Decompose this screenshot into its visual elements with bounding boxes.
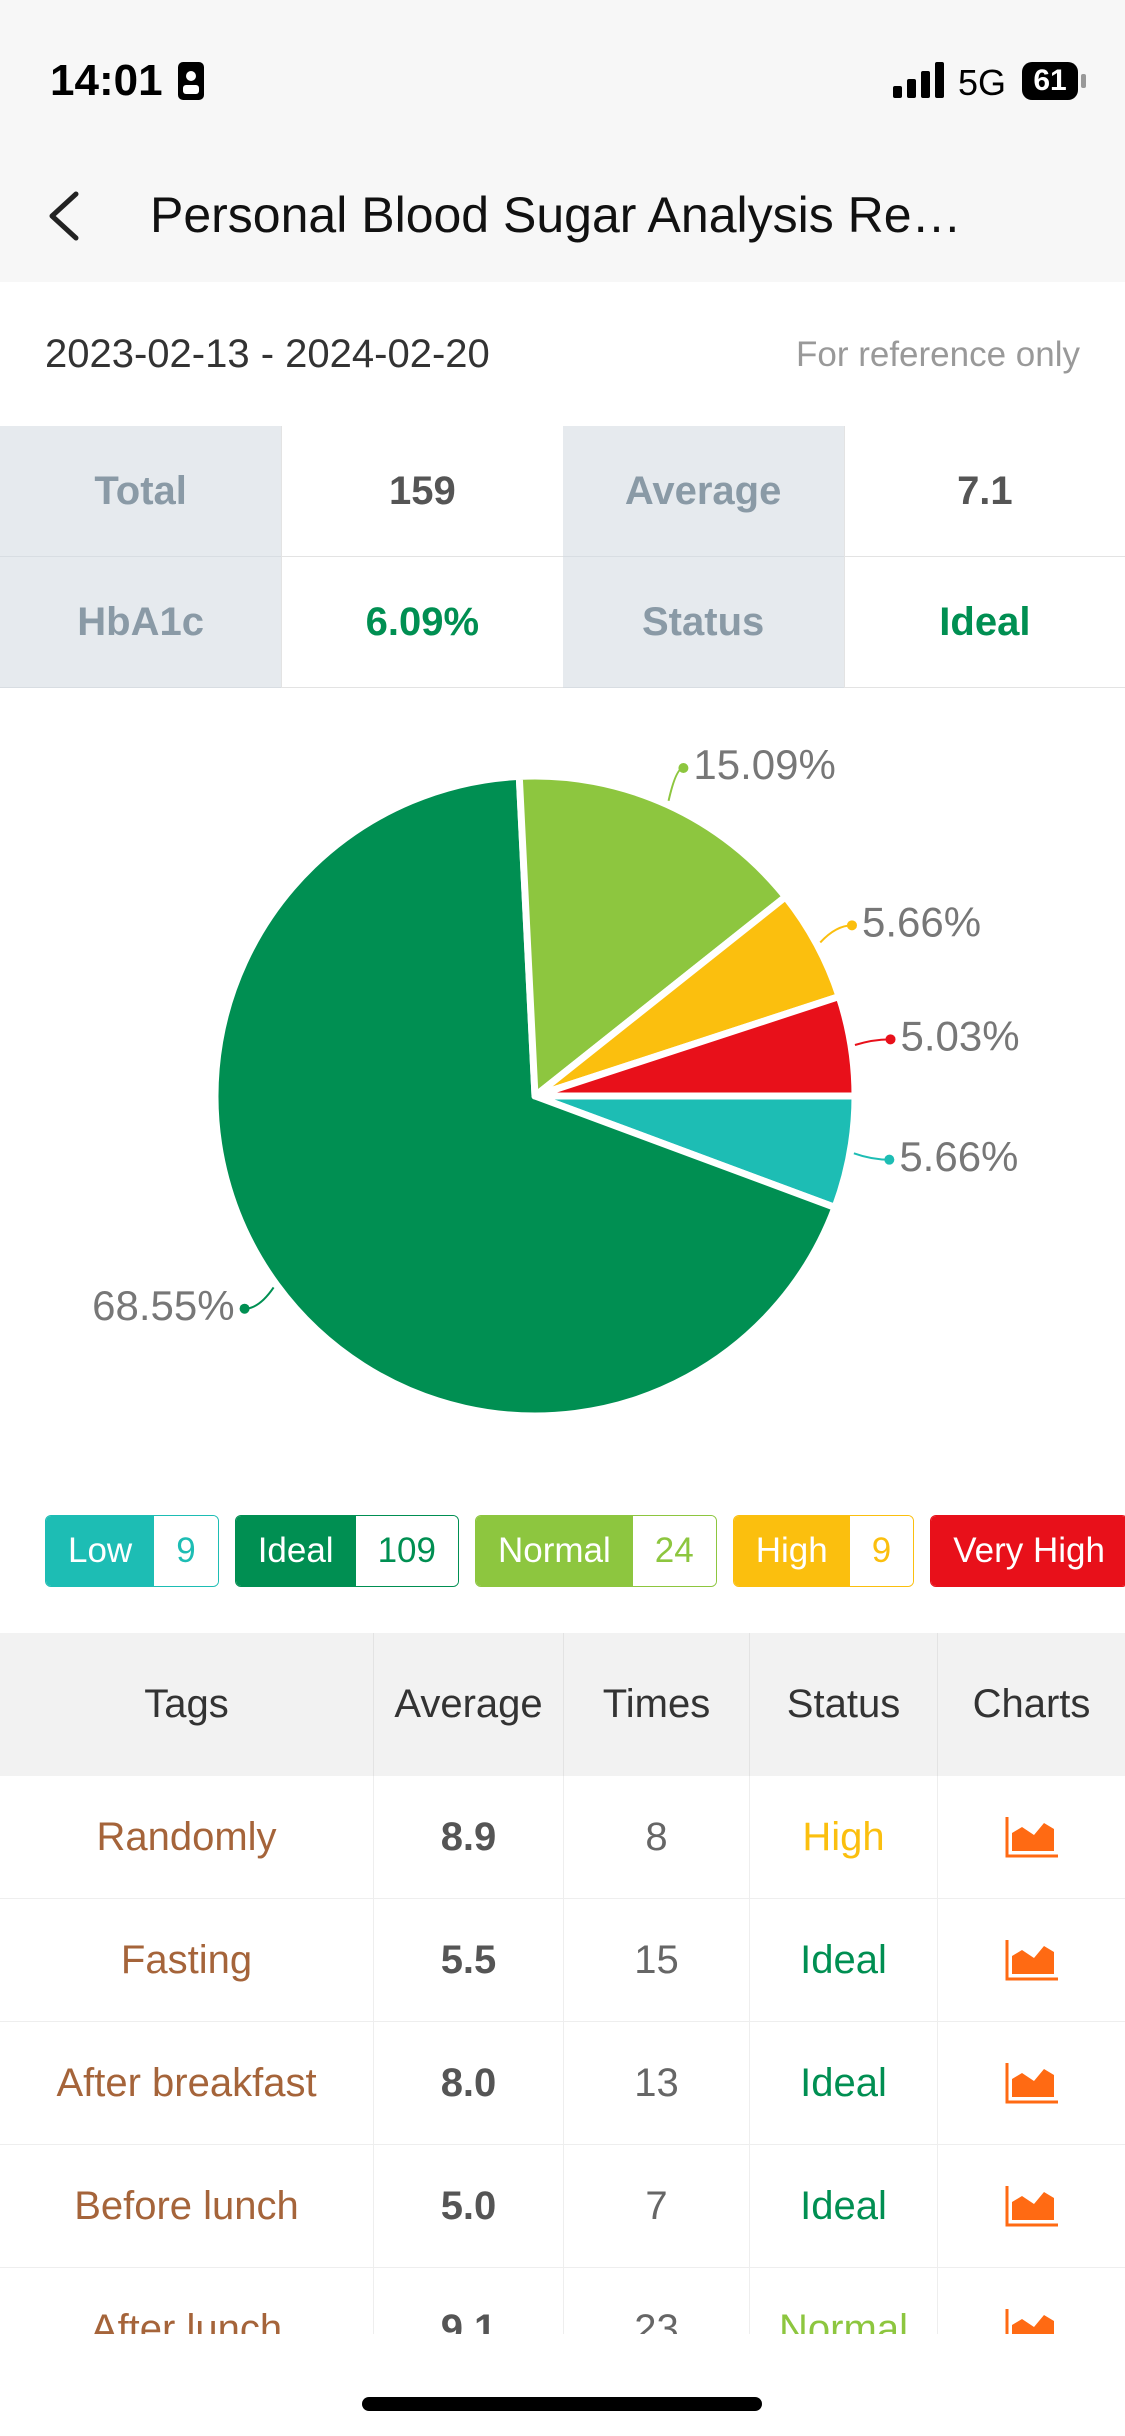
legend-name: Ideal (235, 1516, 356, 1586)
chart-icon (1005, 1817, 1058, 1858)
pie-slice (531, 993, 859, 1100)
pie-slice (515, 772, 789, 1100)
summary-label: Average (562, 426, 844, 557)
legend-count: 109 (355, 1516, 458, 1586)
leader-line (667, 767, 684, 802)
tag-times: 15 (563, 1899, 749, 2022)
tag-name: Fasting (0, 1899, 373, 2022)
pie-chart: 5.66% 68.55% 15.09% 5.66% 5.03% (92, 741, 1020, 1420)
tag-times: 23 (563, 2268, 749, 2334)
summary-table: Total 159 Average 7.1 HbA1c 6.09% Status Ideal (0, 426, 1125, 688)
legend-chip[interactable]: Very High (930, 1515, 1125, 1587)
summary-value: 6.09% (281, 557, 563, 688)
network: 5G (958, 62, 1007, 103)
legend-count: 9 (849, 1516, 914, 1586)
chart-icon (1005, 2186, 1058, 2227)
chart-button[interactable] (937, 1776, 1125, 1899)
leader-dot (678, 763, 689, 774)
chart-button[interactable] (937, 2268, 1125, 2334)
column-header: Times (563, 1633, 749, 1776)
slice-label: 5.66% (899, 1133, 1018, 1180)
back-button[interactable] (40, 186, 90, 246)
column-header: Charts (937, 1633, 1125, 1776)
tag-status: High (749, 1776, 937, 1899)
legend-name: Low (46, 1516, 155, 1586)
leader-dot (885, 1034, 896, 1045)
legend: Low 9 Ideal 109 Normal 24 High 9 Very High (45, 1515, 1125, 1587)
tag-status: Ideal (749, 2022, 937, 2145)
summary-label: Status (562, 557, 844, 688)
pie-slice (211, 772, 839, 1420)
tags-table: Tags Average Times Status Charts Randomly 8.9 8… (0, 1633, 1125, 2334)
tag-times: 8 (563, 1776, 749, 1899)
tag-status: Normal (749, 2268, 937, 2334)
leader-dot (239, 1303, 250, 1314)
summary-label: HbA1c (0, 557, 282, 688)
tag-name: Before lunch (0, 2145, 373, 2268)
slice-label: 5.66% (862, 898, 981, 945)
legend-count: 9 (154, 1516, 218, 1586)
legend-name: Very High (931, 1516, 1125, 1586)
chart-icon (1005, 1940, 1058, 1981)
tag-name: Randomly (0, 1776, 373, 1899)
tag-times: 7 (563, 2145, 749, 2268)
leader-line (853, 1152, 890, 1161)
legend-count: 24 (632, 1516, 716, 1586)
tag-average: 8.9 (373, 1776, 563, 1899)
legend-chip[interactable]: Ideal 109 (234, 1515, 459, 1587)
summary-label: Total (0, 426, 282, 557)
tag-average: 9.1 (373, 2268, 563, 2334)
leader-line (854, 1038, 891, 1046)
battery: 61 (1022, 62, 1078, 100)
chart-icon (1005, 2309, 1054, 2334)
legend-chip[interactable]: High 9 (732, 1515, 915, 1587)
legend-chip[interactable]: Low 9 (45, 1515, 219, 1587)
leader-dot (884, 1154, 895, 1165)
home-indicator (362, 2397, 762, 2411)
date-range: 2023-02-13 - 2024-02-20 (45, 332, 490, 376)
tag-status: Ideal (749, 1899, 937, 2022)
slice-label: 15.09% (693, 741, 835, 788)
slice-label: 68.55% (92, 1282, 234, 1329)
legend-name: Normal (476, 1516, 633, 1586)
chart-button[interactable] (937, 1899, 1125, 2022)
column-header: Tags (144, 1682, 229, 1726)
clock: 14:01 (50, 56, 163, 105)
leader-line (819, 924, 853, 944)
column-header: Average (373, 1633, 563, 1776)
tag-status: Ideal (749, 2145, 937, 2268)
legend-chip[interactable]: Normal 24 (475, 1515, 717, 1587)
legend-name: High (733, 1516, 850, 1586)
battery-tip (1081, 74, 1086, 88)
column-header: Status (749, 1633, 937, 1776)
tag-times: 13 (563, 2022, 749, 2145)
summary-value: Ideal (843, 557, 1125, 688)
chart-button[interactable] (937, 2022, 1125, 2145)
page-title: Personal Blood Sugar Analysis Re… (150, 187, 962, 243)
summary-value: 7.1 (843, 426, 1125, 557)
tag-average: 5.5 (373, 1899, 563, 2022)
leader-dot (846, 920, 857, 931)
top-bar (0, 0, 1125, 282)
summary-value: 159 (281, 426, 563, 557)
tag-average: 5.0 (373, 2145, 563, 2268)
chart-button[interactable] (937, 2145, 1125, 2268)
tag-name: After lunch (0, 2268, 373, 2335)
slice-label: 5.03% (901, 1012, 1020, 1059)
tag-name: After breakfast (0, 2022, 373, 2145)
id-icon (178, 62, 204, 100)
leader-line (244, 1286, 275, 1310)
signal-icon (893, 62, 944, 98)
chart-icon (1005, 2063, 1058, 2104)
reference-note: For reference only (795, 335, 1080, 374)
tag-average: 8.0 (373, 2022, 563, 2145)
